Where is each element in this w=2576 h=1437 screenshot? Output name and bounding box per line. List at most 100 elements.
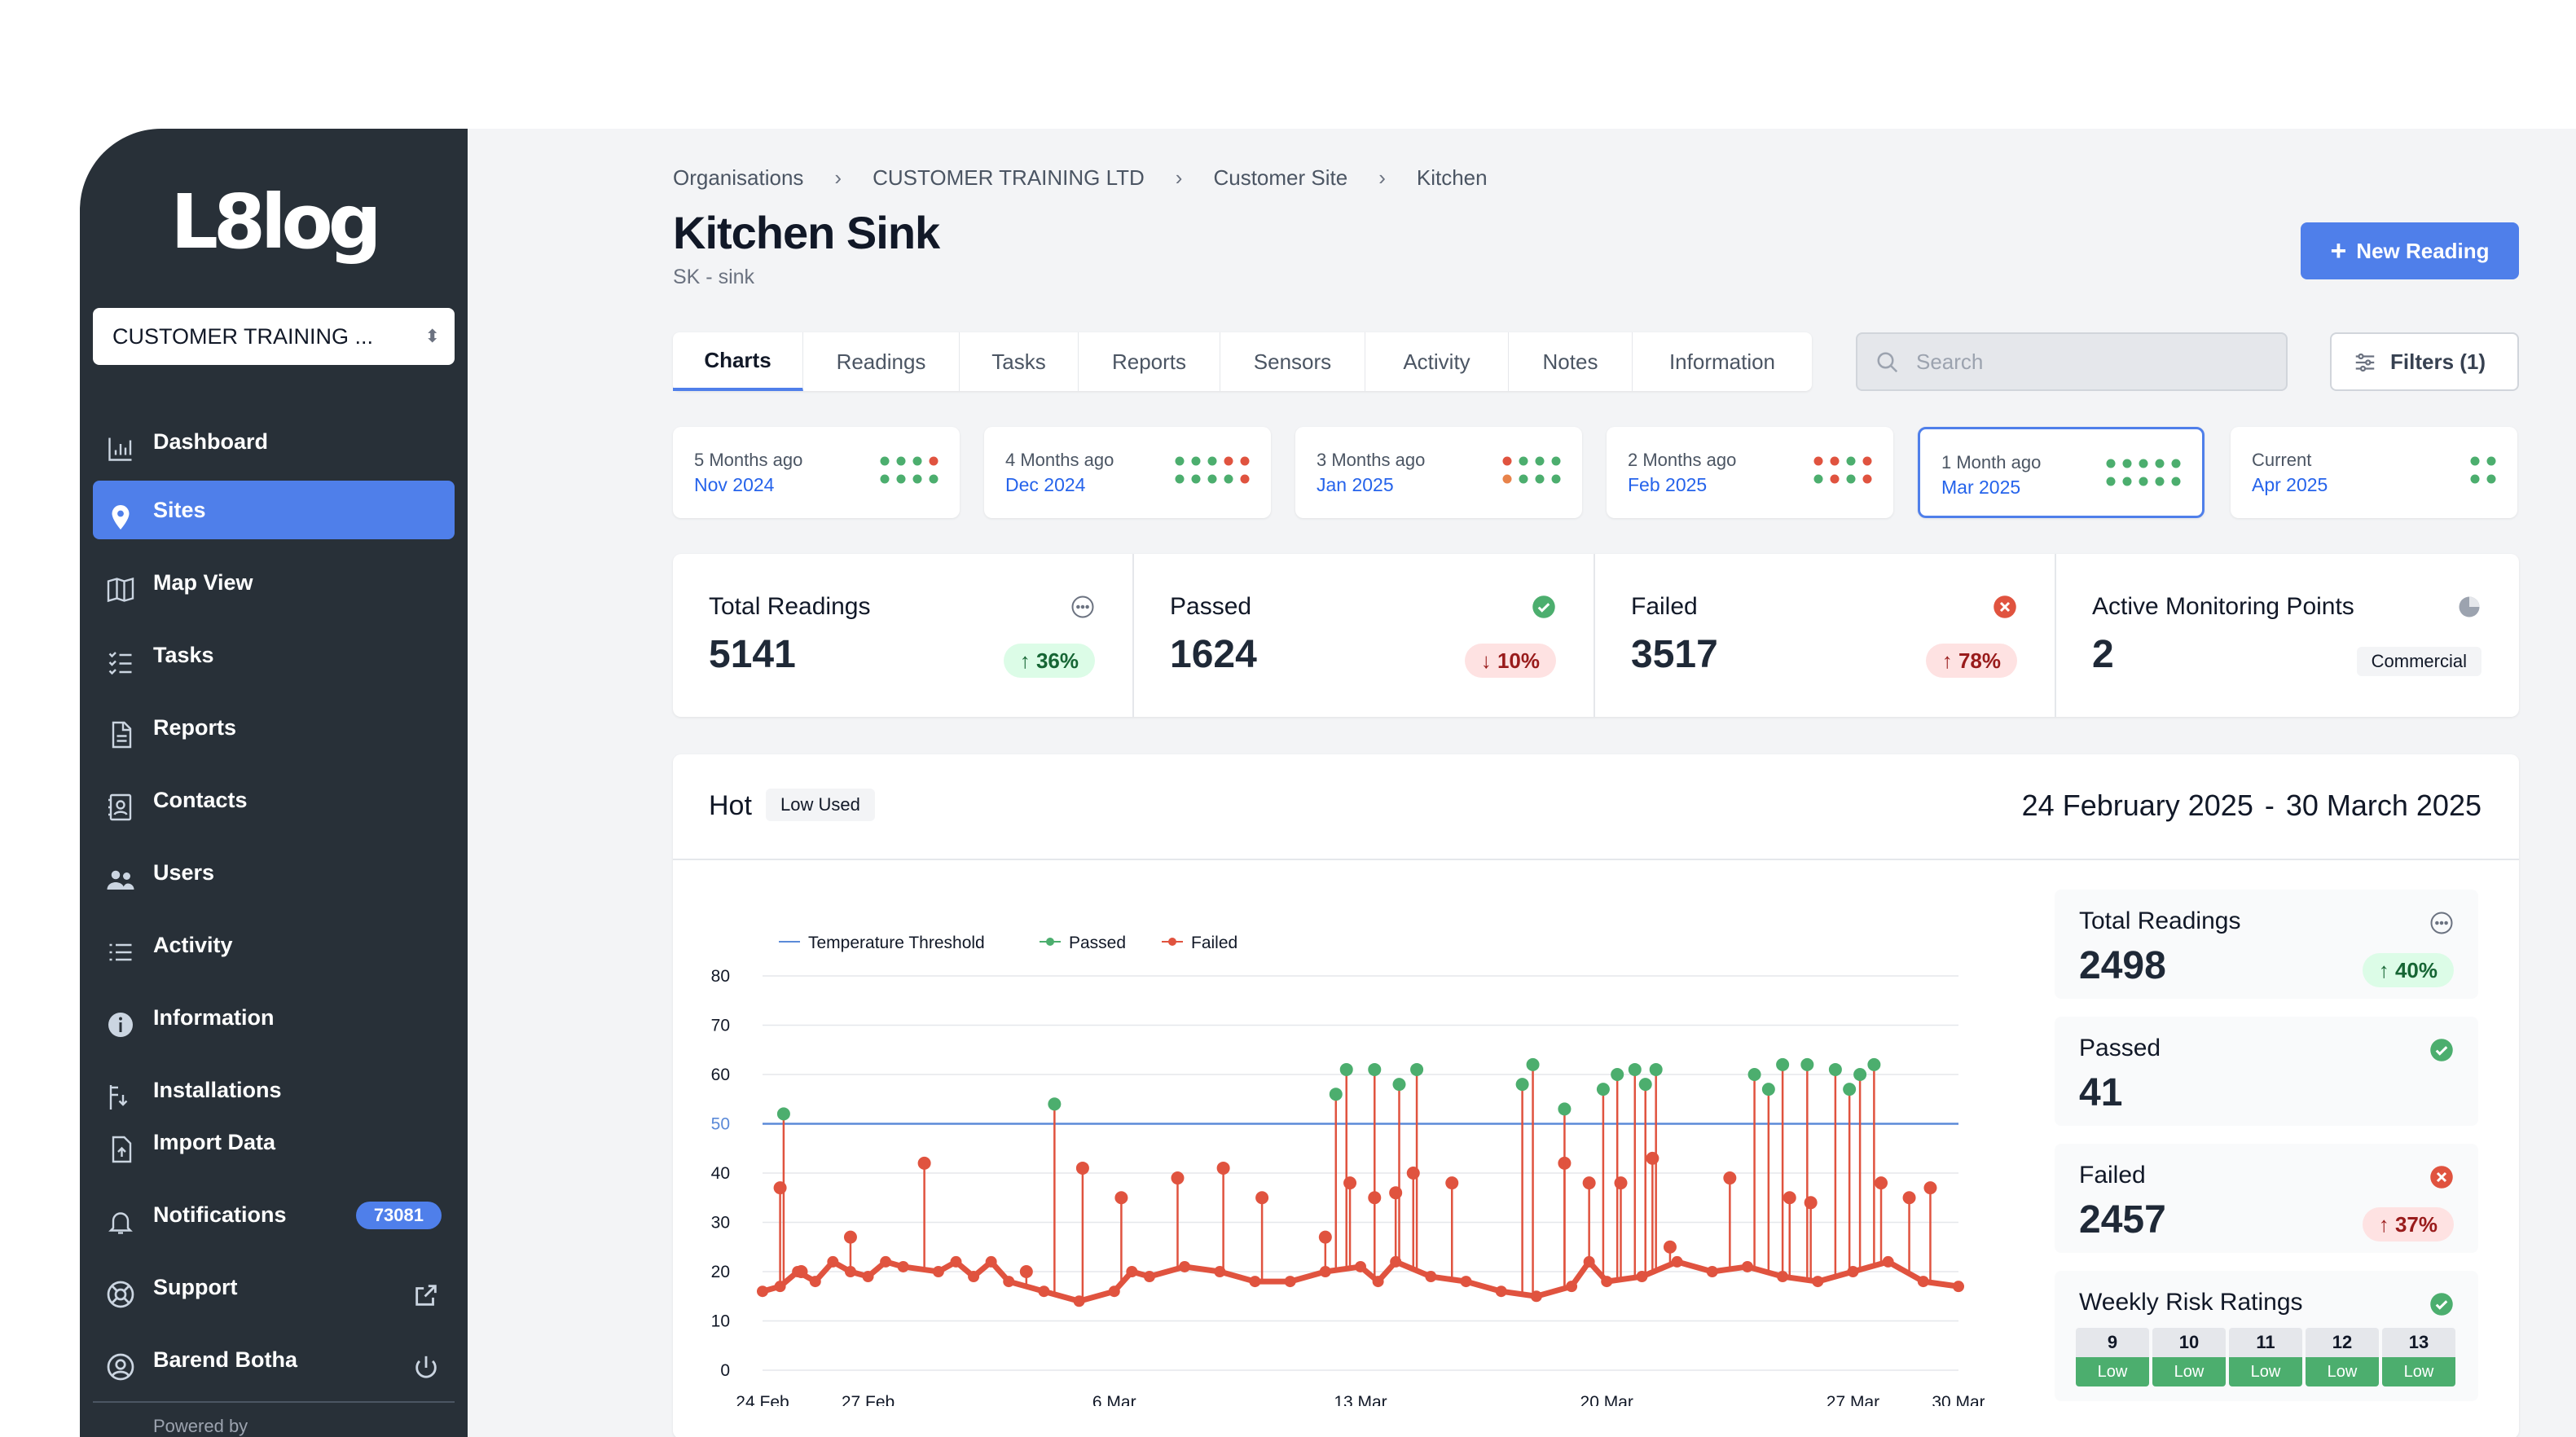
sidebar-item-contacts[interactable]: Contacts xyxy=(93,771,455,829)
brand-logo[interactable]: L8log xyxy=(170,178,381,266)
failed-point[interactable] xyxy=(950,1255,962,1268)
passed-point[interactable] xyxy=(776,1107,790,1121)
failed-point[interactable] xyxy=(1179,1260,1191,1272)
sidebar-item-reports[interactable]: Reports xyxy=(93,698,455,757)
sidebar-item-information[interactable]: Information xyxy=(93,988,455,1047)
failed-point[interactable] xyxy=(1812,1276,1824,1288)
passed-point[interactable] xyxy=(1761,1083,1775,1096)
passed-point[interactable] xyxy=(1628,1062,1642,1076)
failed-point[interactable] xyxy=(1601,1276,1613,1288)
failed-point[interactable] xyxy=(1671,1255,1683,1268)
failed-point[interactable] xyxy=(1114,1191,1128,1205)
failed-point[interactable] xyxy=(1171,1171,1185,1185)
failed-point[interactable] xyxy=(1019,1265,1033,1278)
failed-point[interactable] xyxy=(1953,1281,1964,1293)
week-rating[interactable]: 11 Low xyxy=(2229,1328,2302,1386)
failed-point[interactable] xyxy=(1804,1196,1818,1210)
failed-point[interactable] xyxy=(862,1271,874,1283)
sidebar-item-support[interactable]: Support xyxy=(93,1258,455,1316)
passed-point[interactable] xyxy=(1410,1062,1424,1076)
failed-point[interactable] xyxy=(985,1255,997,1268)
passed-point[interactable] xyxy=(1747,1068,1761,1081)
failed-point[interactable] xyxy=(1389,1186,1403,1200)
breadcrumb-organisations[interactable]: Organisations xyxy=(673,165,804,190)
failed-point[interactable] xyxy=(968,1271,980,1283)
passed-point[interactable] xyxy=(1515,1078,1529,1092)
sidebar-item-map-view[interactable]: Map View xyxy=(93,553,455,612)
failed-point[interactable] xyxy=(1614,1176,1628,1190)
failed-point[interactable] xyxy=(1495,1285,1507,1298)
tab-readings[interactable]: Readings xyxy=(803,332,960,391)
passed-point[interactable] xyxy=(1649,1062,1663,1076)
failed-point[interactable] xyxy=(774,1281,786,1293)
failed-point[interactable] xyxy=(1038,1285,1050,1298)
failed-point[interactable] xyxy=(1284,1276,1296,1288)
sidebar-item-dashboard[interactable]: Dashboard xyxy=(93,412,455,471)
logout-power-icon[interactable] xyxy=(412,1345,440,1378)
search-input[interactable]: Search xyxy=(1856,332,2288,391)
tab-charts[interactable]: Charts xyxy=(673,332,803,391)
breadcrumb-location[interactable]: Kitchen xyxy=(1416,165,1488,190)
failed-point[interactable] xyxy=(1917,1276,1929,1288)
failed-point[interactable] xyxy=(1343,1176,1357,1190)
tab-activity[interactable]: Activity xyxy=(1365,332,1509,391)
failed-point[interactable] xyxy=(1126,1266,1138,1277)
passed-point[interactable] xyxy=(1853,1068,1867,1081)
temperature-chart[interactable]: Temperature Threshold Passed Failed 0 10 20 30… xyxy=(697,885,1985,1406)
failed-point[interactable] xyxy=(1318,1230,1332,1244)
legend-label[interactable]: Passed xyxy=(1069,934,1126,952)
month-card[interactable]: 5 Months ago Nov 2024 xyxy=(673,427,960,518)
sidebar-item-user-profile[interactable]: Barend Botha xyxy=(93,1330,455,1389)
month-card[interactable]: 4 Months ago Dec 2024 xyxy=(984,427,1271,518)
failed-point[interactable] xyxy=(1372,1276,1384,1288)
failed-point[interactable] xyxy=(1706,1266,1718,1277)
failed-point[interactable] xyxy=(809,1276,821,1288)
failed-point[interactable] xyxy=(1249,1276,1261,1288)
passed-point[interactable] xyxy=(1048,1097,1062,1111)
failed-point[interactable] xyxy=(897,1260,909,1272)
month-card[interactable]: 2 Months ago Feb 2025 xyxy=(1607,427,1893,518)
failed-point[interactable] xyxy=(1777,1271,1789,1283)
passed-point[interactable] xyxy=(1828,1062,1842,1076)
sidebar-item-users[interactable]: Users xyxy=(93,843,455,902)
legend-label[interactable]: Temperature Threshold xyxy=(808,934,985,952)
failed-point[interactable] xyxy=(917,1156,931,1170)
month-card[interactable]: 3 Months ago Jan 2025 xyxy=(1295,427,1582,518)
failed-point[interactable] xyxy=(1875,1176,1888,1190)
week-rating[interactable]: 9 Low xyxy=(2076,1328,2149,1386)
failed-point[interactable] xyxy=(1582,1176,1596,1190)
failed-point[interactable] xyxy=(1143,1271,1155,1283)
passed-point[interactable] xyxy=(1776,1057,1790,1071)
breadcrumb-organisation[interactable]: CUSTOMER TRAINING LTD xyxy=(873,165,1145,190)
passed-point[interactable] xyxy=(1843,1083,1857,1096)
failed-point[interactable] xyxy=(794,1265,808,1278)
failed-point[interactable] xyxy=(1108,1285,1120,1298)
passed-point[interactable] xyxy=(1329,1088,1343,1101)
legend-label[interactable]: Failed xyxy=(1191,934,1237,952)
failed-point[interactable] xyxy=(827,1255,839,1268)
week-rating[interactable]: 13 Low xyxy=(2382,1328,2455,1386)
failed-point[interactable] xyxy=(1406,1167,1420,1180)
failed-point[interactable] xyxy=(1882,1255,1894,1268)
failed-point[interactable] xyxy=(932,1266,944,1277)
failed-point[interactable] xyxy=(757,1285,768,1298)
failed-point[interactable] xyxy=(1723,1171,1737,1185)
passed-point[interactable] xyxy=(1867,1057,1881,1071)
failed-point[interactable] xyxy=(1783,1191,1796,1205)
tab-reports[interactable]: Reports xyxy=(1079,332,1220,391)
failed-point[interactable] xyxy=(1646,1151,1659,1165)
failed-point[interactable] xyxy=(843,1230,857,1244)
sidebar-item-notifications[interactable]: Notifications 73081 xyxy=(93,1185,455,1244)
failed-point[interactable] xyxy=(1566,1281,1578,1293)
failed-point[interactable] xyxy=(1663,1240,1677,1254)
new-reading-button[interactable]: + New Reading xyxy=(2301,222,2519,279)
tab-tasks[interactable]: Tasks xyxy=(960,332,1079,391)
tab-information[interactable]: Information xyxy=(1668,349,1776,374)
tab-notes[interactable]: Notes xyxy=(1509,332,1633,391)
month-card-selected[interactable]: 1 Month ago Mar 2025 xyxy=(1918,427,2205,518)
failed-point[interactable] xyxy=(1255,1191,1269,1205)
failed-point[interactable] xyxy=(773,1181,787,1195)
sidebar-item-tasks[interactable]: Tasks xyxy=(93,626,455,684)
organisation-select[interactable]: CUSTOMER TRAINING ... ⬍ xyxy=(93,308,455,365)
week-rating[interactable]: 10 Low xyxy=(2152,1328,2226,1386)
